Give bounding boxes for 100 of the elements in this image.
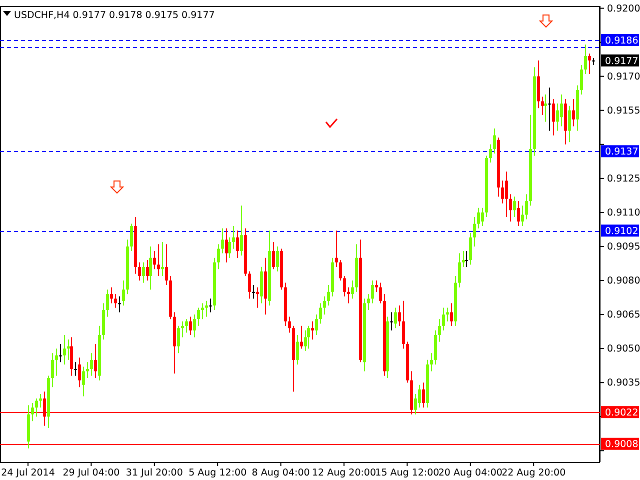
x-tick-label: 24 Jul 2014	[1, 468, 55, 479]
candlestick	[35, 398, 38, 418]
y-tick-label: 0.9110	[607, 207, 640, 218]
candlestick	[580, 64, 583, 95]
candlestick	[248, 270, 251, 300]
candlestick	[149, 246, 152, 290]
candlestick	[94, 344, 97, 379]
y-tick-label: 0.9050	[607, 344, 640, 355]
candlestick	[414, 393, 417, 415]
candlestick	[489, 144, 492, 164]
candlestick	[465, 250, 468, 268]
x-tick-label: 31 Jul 20:00	[126, 468, 183, 479]
candlestick	[228, 236, 231, 258]
candlestick	[339, 260, 342, 282]
candlestick	[74, 362, 77, 376]
candlestick	[402, 300, 405, 350]
candlestick	[177, 325, 180, 354]
candlestick	[55, 348, 58, 376]
candlestick	[469, 232, 472, 266]
candlestick	[209, 298, 212, 313]
candlestick	[521, 205, 524, 227]
candlestick	[572, 98, 575, 127]
candlestick	[375, 280, 378, 292]
candlestick	[556, 103, 559, 132]
candlestick	[217, 244, 220, 270]
y-tick-label: 0.9125	[607, 173, 640, 184]
candlestick	[185, 318, 188, 334]
candlestick	[63, 334, 66, 365]
candlestick	[31, 402, 34, 422]
candlestick	[390, 312, 393, 331]
candlestick	[189, 316, 192, 336]
x-tick-label: 29 Jul 04:00	[62, 468, 120, 479]
candlestick	[288, 316, 291, 334]
ref-line-label: 0.9186	[605, 35, 638, 46]
candlestick	[398, 304, 401, 326]
candlestick	[236, 230, 239, 258]
candlestick	[588, 53, 591, 75]
candlestick	[371, 280, 374, 304]
candlestick	[513, 196, 516, 218]
candlestick	[296, 334, 299, 365]
candlestick	[422, 382, 425, 408]
candlestick	[201, 302, 204, 320]
ref-line-label: 0.9102	[605, 226, 638, 237]
candlestick	[142, 262, 145, 284]
candlestick	[59, 344, 62, 363]
candlestick	[276, 246, 279, 272]
y-tick-label: 0.9035	[607, 378, 640, 389]
ref-line-label: 0.9137	[605, 146, 638, 158]
candlestick	[193, 314, 196, 338]
candlestick	[138, 262, 141, 282]
candlestick	[197, 307, 200, 326]
candlestick	[568, 105, 571, 143]
candlestick	[311, 320, 314, 340]
candlestick	[221, 228, 224, 254]
candlestick	[78, 357, 81, 388]
candlestick	[82, 366, 85, 397]
candlestick	[379, 282, 382, 304]
y-tick-label: 0.9080	[607, 276, 640, 287]
candlestick	[509, 194, 512, 222]
candlestick	[473, 216, 476, 247]
candlestick	[315, 314, 318, 336]
candlestick	[462, 250, 465, 268]
candlestick	[118, 296, 121, 313]
candlestick	[307, 325, 310, 350]
candlestick	[343, 275, 346, 297]
candlestick	[548, 87, 551, 132]
candlestick	[272, 241, 275, 270]
candlestick	[157, 244, 160, 276]
candlestick	[327, 284, 330, 306]
candlestick	[130, 223, 133, 252]
candlestick	[86, 362, 89, 379]
candlestick	[458, 252, 461, 288]
y-tick-label: 0.9095	[607, 242, 640, 253]
x-tick-label: 20 Aug 04:00	[438, 468, 502, 479]
candlestick	[351, 280, 354, 300]
candlestick	[300, 325, 303, 350]
candlestick	[110, 286, 113, 304]
candlestick	[146, 260, 149, 282]
candlestick	[418, 384, 421, 408]
candlestick	[560, 94, 563, 127]
x-tick-label: 22 Aug 20:00	[502, 468, 566, 479]
candlestick	[114, 294, 117, 308]
candlestick	[153, 250, 156, 270]
candlestick	[477, 207, 480, 229]
candlestick	[544, 94, 547, 122]
y-tick-label: 0.9155	[607, 105, 640, 116]
candlestick	[501, 180, 504, 204]
candlestick	[51, 352, 54, 388]
chart-title: USDCHF,H4 0.9177 0.9178 0.9175 0.9177	[14, 10, 215, 21]
x-tick-label: 5 Aug 12:00	[188, 468, 247, 479]
candlestick	[70, 336, 73, 376]
y-tick-label: 0.9170	[607, 71, 640, 82]
candlestick	[225, 228, 228, 263]
candlestick	[438, 318, 441, 342]
candlestick	[367, 294, 370, 310]
candlestick	[481, 207, 484, 227]
candlestick	[394, 307, 397, 329]
ref-line-label: 0.9008	[605, 439, 638, 450]
candlestick	[323, 296, 326, 316]
y-tick-label: 0.9065	[607, 310, 640, 321]
